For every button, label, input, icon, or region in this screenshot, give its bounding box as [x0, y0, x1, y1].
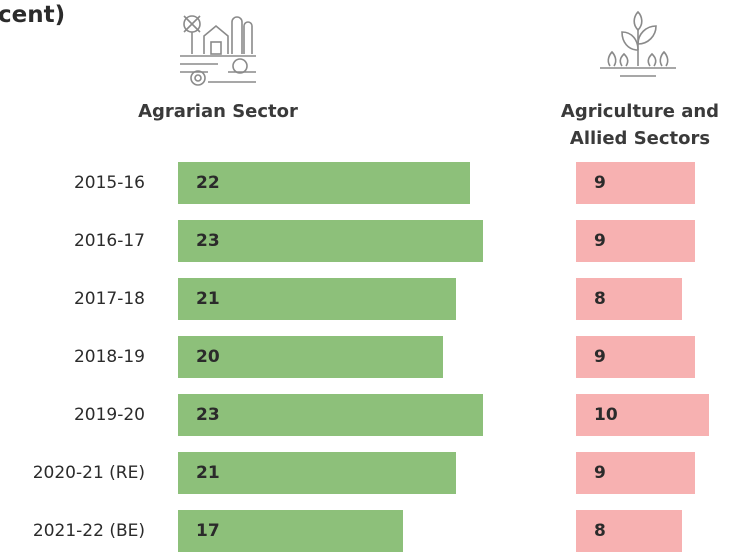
value-label: 8 [594, 289, 606, 309]
category-label: 2021-22 (BE) [32, 521, 145, 541]
bar [576, 394, 709, 436]
bar [178, 452, 457, 494]
category-label: 2015-16 [73, 173, 145, 193]
value-label: 9 [594, 231, 606, 251]
bar [178, 220, 483, 262]
value-label: 9 [594, 463, 606, 483]
bar [178, 278, 457, 320]
category-label: 2016-17 [73, 231, 145, 251]
category-label: 2019-20 [73, 405, 145, 425]
value-label: 17 [196, 521, 220, 541]
plant-icon [600, 10, 676, 77]
bar [576, 220, 696, 262]
value-label: 10 [594, 405, 618, 425]
value-label: 9 [594, 173, 606, 193]
bar [576, 162, 696, 204]
category-label: 2020-21 (RE) [32, 463, 145, 483]
bar [576, 336, 696, 378]
category-label: 2018-19 [73, 347, 145, 367]
bar [576, 510, 683, 552]
value-label: 23 [196, 405, 220, 425]
title: cent) [0, 2, 66, 28]
value-label: 22 [196, 173, 220, 193]
value-label: 8 [594, 521, 606, 541]
bar [178, 394, 483, 436]
bar [178, 162, 470, 204]
value-label: 20 [196, 347, 220, 367]
farm-icon [180, 15, 256, 86]
value-label: 21 [196, 289, 220, 309]
category-label: 2017-18 [73, 289, 145, 309]
bar [576, 278, 683, 320]
panel-title: Agrarian Sector [138, 101, 298, 122]
bar [576, 452, 696, 494]
bar [178, 336, 443, 378]
panel-title: Agriculture and Allied Sectors [560, 101, 720, 149]
value-label: 9 [594, 347, 606, 367]
value-label: 23 [196, 231, 220, 251]
value-label: 21 [196, 463, 220, 483]
bar [178, 510, 404, 552]
